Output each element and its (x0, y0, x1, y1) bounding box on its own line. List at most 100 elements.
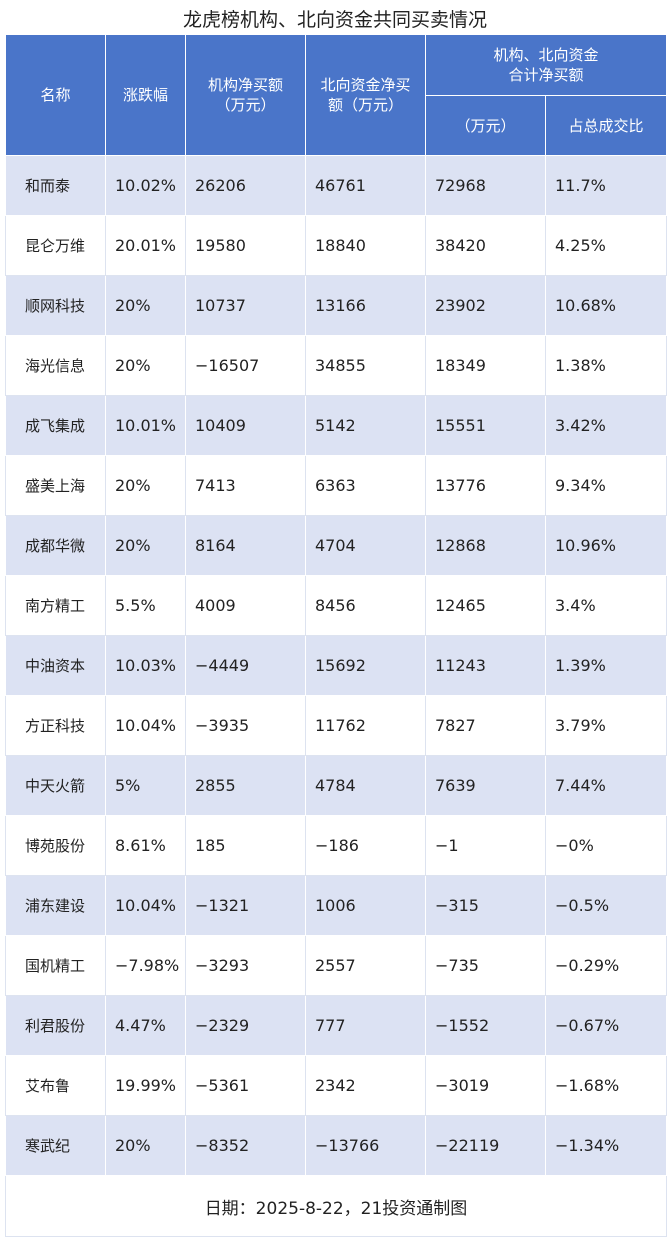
name-cell: 艾布鲁 (5, 1055, 106, 1116)
table-row: 中天火箭 5% 2855 4784 7639 7.44% (5, 755, 668, 816)
institution-cell: −8352 (185, 1115, 306, 1176)
north-cell: 4784 (305, 755, 426, 816)
col-header-north-line2: 额（万元） (327, 96, 403, 114)
north-cell: 15692 (305, 635, 426, 696)
change-cell: 20% (105, 275, 186, 336)
table-row: 浦东建设 10.04% −1321 1006 −315 −0.5% (5, 875, 668, 936)
combined-amount-cell: 23902 (425, 275, 546, 336)
table-row: 和而泰 10.02% 26206 46761 72968 11.7% (5, 155, 668, 216)
combined-ratio-cell: −1.68% (544, 1055, 668, 1116)
col-header-north: 北向资金净买 额（万元） (305, 34, 426, 156)
table-row: 顺网科技 20% 10737 13166 23902 10.68% (5, 275, 668, 336)
col-header-north-line1: 北向资金净买 (320, 76, 411, 94)
combined-amount-cell: −735 (425, 935, 546, 996)
name-cell: 博苑股份 (5, 815, 106, 876)
table-header: 名称 涨跌幅 机构净买额 （万元） 北向资金净买 额（万元） 机构、北向资金 合… (5, 34, 668, 156)
combined-amount-cell: −315 (425, 875, 546, 936)
name-cell: 国机精工 (5, 935, 106, 996)
combined-amount-cell: −1552 (425, 995, 546, 1056)
combined-amount-cell: −1 (425, 815, 546, 876)
change-cell: 20.01% (105, 215, 186, 276)
name-cell: 昆仑万维 (5, 215, 106, 276)
col-header-institution: 机构净买额 （万元） (185, 34, 306, 156)
name-cell: 寒武纪 (5, 1115, 106, 1176)
footer-note: 日期：2025-8-22，21投资通制图 (4, 1175, 668, 1237)
table-row: 国机精工 −7.98% −3293 2557 −735 −0.29% (5, 935, 668, 996)
name-cell: 中天火箭 (5, 755, 106, 816)
combined-ratio-cell: 7.44% (544, 755, 668, 816)
table-row: 成飞集成 10.01% 10409 5142 15551 3.42% (5, 395, 668, 456)
combined-amount-cell: 15551 (425, 395, 546, 456)
north-cell: 4704 (305, 515, 426, 576)
north-cell: 13166 (305, 275, 426, 336)
data-table: 名称 涨跌幅 机构净买额 （万元） 北向资金净买 额（万元） 机构、北向资金 合… (4, 34, 668, 1237)
institution-cell: −4449 (185, 635, 306, 696)
table-row: 寒武纪 20% −8352 −13766 −22119 −1.34% (5, 1115, 668, 1176)
combined-amount-cell: 7639 (425, 755, 546, 816)
col-header-combined-amount: （万元） (425, 95, 546, 156)
col-header-institution-line2: （万元） (215, 96, 276, 114)
col-header-change: 涨跌幅 (105, 34, 186, 156)
combined-amount-cell: 11243 (425, 635, 546, 696)
north-cell: 2557 (305, 935, 426, 996)
combined-ratio-cell: 11.7% (544, 155, 668, 216)
table-row: 昆仑万维 20.01% 19580 18840 38420 4.25% (5, 215, 668, 276)
combined-ratio-cell: 10.68% (544, 275, 668, 336)
change-cell: 10.01% (105, 395, 186, 456)
north-cell: 18840 (305, 215, 426, 276)
change-cell: 10.04% (105, 695, 186, 756)
institution-cell: −1321 (185, 875, 306, 936)
institution-cell: 26206 (185, 155, 306, 216)
north-cell: 34855 (305, 335, 426, 396)
combined-ratio-cell: 3.42% (544, 395, 668, 456)
table-row: 盛美上海 20% 7413 6363 13776 9.34% (5, 455, 668, 516)
table-row: 博苑股份 8.61% 185 −186 −1 −0% (5, 815, 668, 876)
col-header-institution-line1: 机构净买额 (207, 76, 283, 94)
name-cell: 和而泰 (5, 155, 106, 216)
table-row: 南方精工 5.5% 4009 8456 12465 3.4% (5, 575, 668, 636)
combined-amount-cell: 13776 (425, 455, 546, 516)
change-cell: 20% (105, 455, 186, 516)
change-cell: 20% (105, 515, 186, 576)
table-row: 中油资本 10.03% −4449 15692 11243 1.39% (5, 635, 668, 696)
combined-ratio-cell: −0% (544, 815, 668, 876)
institution-cell: −3293 (185, 935, 306, 996)
name-cell: 海光信息 (5, 335, 106, 396)
combined-ratio-cell: 3.79% (544, 695, 668, 756)
change-cell: 20% (105, 335, 186, 396)
combined-amount-cell: 12465 (425, 575, 546, 636)
page-title: 龙虎榜机构、北向资金共同买卖情况 (182, 9, 487, 31)
combined-amount-cell: 18349 (425, 335, 546, 396)
institution-cell: 19580 (185, 215, 306, 276)
combined-ratio-cell: −0.29% (544, 935, 668, 996)
combined-ratio-cell: 4.25% (544, 215, 668, 276)
change-cell: 5.5% (105, 575, 186, 636)
col-header-combined-line1: 机构、北向资金 (493, 46, 599, 64)
name-cell: 方正科技 (5, 695, 106, 756)
combined-amount-cell: −22119 (425, 1115, 546, 1176)
table-row: 海光信息 20% −16507 34855 18349 1.38% (5, 335, 668, 396)
col-header-combined-line2: 合计净买额 (508, 66, 584, 84)
institution-cell: −5361 (185, 1055, 306, 1116)
combined-ratio-cell: 10.96% (544, 515, 668, 576)
change-cell: 4.47% (105, 995, 186, 1056)
institution-cell: 10409 (185, 395, 306, 456)
table-row: 利君股份 4.47% −2329 777 −1552 −0.67% (5, 995, 668, 1056)
change-cell: 8.61% (105, 815, 186, 876)
combined-amount-cell: 7827 (425, 695, 546, 756)
name-cell: 中油资本 (5, 635, 106, 696)
institution-cell: 10737 (185, 275, 306, 336)
combined-amount-cell: 72968 (425, 155, 546, 216)
combined-ratio-cell: 1.38% (544, 335, 668, 396)
north-cell: −186 (305, 815, 426, 876)
change-cell: 10.04% (105, 875, 186, 936)
institution-cell: 2855 (185, 755, 306, 816)
table-row: 艾布鲁 19.99% −5361 2342 −3019 −1.68% (5, 1055, 668, 1116)
name-cell: 利君股份 (5, 995, 106, 1056)
north-cell: 5142 (305, 395, 426, 456)
combined-amount-cell: 12868 (425, 515, 546, 576)
north-cell: 11762 (305, 695, 426, 756)
north-cell: 2342 (305, 1055, 426, 1116)
table-row: 成都华微 20% 8164 4704 12868 10.96% (5, 515, 668, 576)
col-header-combined-ratio: 占总成交比 (544, 95, 668, 156)
